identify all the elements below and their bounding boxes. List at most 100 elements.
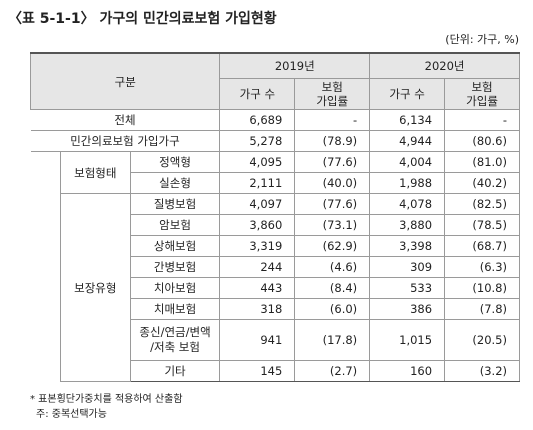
row-label: 실손형 — [129, 172, 221, 194]
text-line: /저축 보험 — [150, 340, 200, 354]
data-cell: 3,319 — [219, 235, 296, 257]
table-row: 민간의료보험 가입가구 5,278 (78.9) 4,944 (80.6) — [30, 130, 520, 152]
data-cell: 3,398 — [369, 235, 446, 257]
data-cell: (40.2) — [444, 172, 520, 194]
data-cell: (2.7) — [294, 360, 371, 382]
row-label: 암보험 — [129, 214, 221, 236]
table-header: 구분 2019년 2020년 가구 수 보험 가입률 가구 수 보험 가입률 — [29, 52, 520, 110]
data-cell: (68.7) — [444, 235, 520, 257]
group-label: 보장유형 — [59, 193, 131, 382]
table-row: 전체 6,689-6,134- — [30, 109, 520, 131]
table-title: 〈표 5-1-1〉 가구의 민간의료보험 가입현황 — [8, 11, 277, 27]
column-header: 보험 가입률 — [444, 78, 520, 110]
data-cell: 2,111 — [219, 172, 296, 194]
data-cell: 1,988 — [369, 172, 446, 194]
table-row: 암보험 3,860 (73.1) 3,880 (78.5) — [31, 214, 520, 236]
data-cell: (78.9) — [294, 130, 371, 152]
text-line: 질병보험 — [153, 197, 197, 211]
data-cell: (77.6) — [294, 151, 371, 173]
header-label: 구분 — [29, 52, 221, 110]
data-cell: (77.6) — [294, 193, 371, 215]
column-header: 보험 가입률 — [294, 78, 371, 110]
table-row: 종신/연금/변액/저축 보험 941 (17.8) 1,015 (20.5) — [31, 319, 520, 361]
data-cell: 318 — [219, 298, 296, 320]
group-label: 보험형태 — [59, 151, 131, 194]
data-cell: (10.8) — [444, 277, 520, 299]
data-cell: 309 — [369, 256, 446, 278]
text-line: 암보험 — [159, 218, 191, 232]
data-cell: (40.0) — [294, 172, 371, 194]
data-cell: 244 — [219, 256, 296, 278]
data-cell: 4,004 — [369, 151, 446, 173]
row-label: 상해보험 — [129, 235, 221, 257]
header-row: 구분 2019년 2020년 — [29, 52, 520, 110]
data-cell: (82.5) — [444, 193, 520, 215]
data-cell: (7.8) — [444, 298, 520, 320]
table-row: 상해보험 3,319 (62.9) 3,398 (68.7) — [31, 235, 520, 257]
table-row: 치아보험 443 (8.4) 533 (10.8) — [31, 277, 520, 299]
row-label: 치아보험 — [129, 277, 221, 299]
data-cell: 4,097 — [219, 193, 296, 215]
row-label: 치매보험 — [129, 298, 221, 320]
data-cell: (4.6) — [294, 256, 371, 278]
data-cell: (62.9) — [294, 235, 371, 257]
text-line: 상해보험 — [153, 239, 197, 253]
data-cell: - — [444, 109, 520, 131]
row-label: 종신/연금/변액/저축 보험 — [129, 319, 221, 361]
table-body: 전체 6,689-6,134- 민간의료보험 가입가구 5,278 (78.9) 4,94… — [30, 109, 520, 382]
text-line: 치아보험 — [153, 281, 197, 295]
text-line: 치매보험 — [153, 302, 197, 316]
note: 주: 중복선택가능 — [36, 409, 107, 420]
data-cell: (20.5) — [444, 319, 520, 361]
data-cell: 941 — [219, 319, 296, 361]
text-line: 가입률 — [466, 94, 498, 108]
year-header: 2020년 — [369, 52, 520, 79]
text-line: 가구 수 — [239, 87, 276, 101]
text-line: 가구 수 — [389, 87, 425, 101]
text-line: 간병보험 — [153, 260, 197, 274]
data-cell: (73.1) — [294, 214, 371, 236]
data-cell: 386 — [369, 298, 446, 320]
data-cell: (81.0) — [444, 151, 520, 173]
row-label: 기타 — [129, 360, 221, 382]
spacer — [30, 151, 61, 194]
row-label: 민간의료보험 가입가구 — [30, 130, 221, 152]
text-line: 정액형 — [159, 155, 191, 169]
data-cell: (6.3) — [444, 256, 520, 278]
text-line: 가입률 — [316, 94, 349, 108]
data-cell: (3.2) — [444, 360, 520, 382]
text-line: 보험 — [471, 80, 493, 94]
data-cell: (17.8) — [294, 319, 371, 361]
text-line: 보험 — [321, 80, 343, 94]
data-cell: (6.0) — [294, 298, 371, 320]
data-cell: 3,860 — [219, 214, 296, 236]
column-header: 가구 수 — [369, 78, 446, 110]
data-cell: 6,689 — [219, 109, 296, 131]
data-cell: 145 — [219, 360, 296, 382]
data-cell: 6,134 — [369, 109, 446, 131]
data-table: 구분 2019년 2020년 가구 수 보험 가입률 가구 수 보험 가입률 전체 6,689-6… — [29, 52, 520, 382]
data-cell: 1,015 — [369, 319, 446, 361]
note: * 표본횡단가중치를 적용하여 산출함 — [30, 394, 183, 405]
table-row: 보험형태 정액형 4,095 (77.6) 4,004 (81.0) — [30, 151, 520, 194]
table-row: 보장유형 질병보험 4,097 (77.6) 4,078 (82.5) — [30, 193, 520, 382]
data-cell: 4,078 — [369, 193, 446, 215]
data-cell: 4,944 — [369, 130, 446, 152]
row-label: 간병보험 — [129, 256, 221, 278]
column-header: 가구 수 — [219, 78, 296, 110]
table-row: 기타 145 (2.7) 160 (3.2) — [31, 360, 520, 382]
data-cell: 443 — [219, 277, 296, 299]
row-label: 전체 — [30, 109, 221, 131]
data-cell: 533 — [369, 277, 446, 299]
header-row: 가구 수 보험 가입률 가구 수 보험 가입률 — [31, 78, 520, 110]
data-cell: - — [294, 109, 371, 131]
data-cell: 5,278 — [219, 130, 296, 152]
data-cell: 160 — [369, 360, 446, 382]
text-line: 실손형 — [159, 176, 191, 190]
row-label: 질병보험 — [129, 193, 221, 215]
data-cell: 3,880 — [369, 214, 446, 236]
text-line: 기타 — [164, 364, 186, 378]
data-cell: (78.5) — [444, 214, 520, 236]
